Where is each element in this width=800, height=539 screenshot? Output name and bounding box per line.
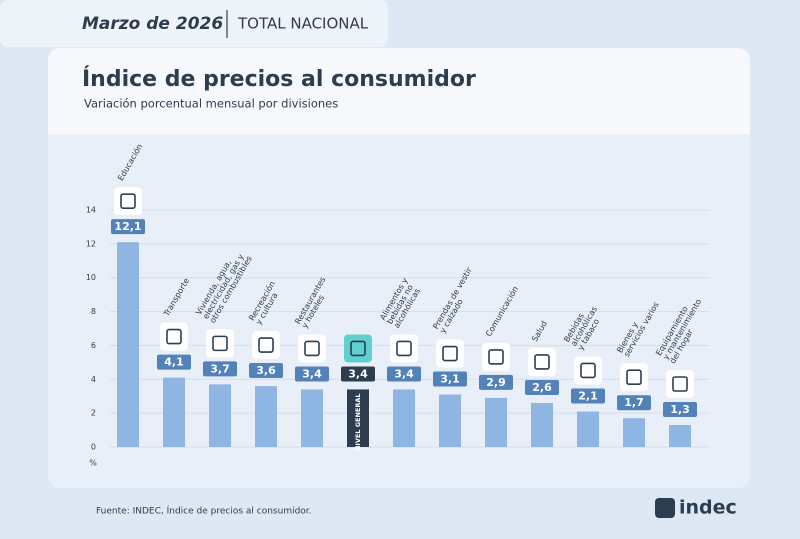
value-label: 1,3 [670, 403, 690, 416]
y-tick-label: 2 [91, 409, 96, 418]
y-tick-label: 6 [91, 341, 96, 350]
value-label-box [203, 361, 237, 377]
value-label: 3,7 [210, 362, 230, 375]
bar [669, 424, 691, 447]
bar [347, 389, 369, 447]
value-label: 3,4 [348, 367, 368, 380]
value-label-box [525, 379, 559, 395]
period: Marzo de 2026 [82, 14, 223, 34]
icon-box [436, 339, 464, 368]
value-label-box [617, 395, 651, 411]
y-tick-label: 10 [86, 273, 96, 282]
icon [580, 362, 596, 379]
value-label-box [387, 366, 421, 382]
value-label: 12,1 [114, 220, 141, 233]
value-label-box [341, 366, 375, 382]
value-label: 2,1 [578, 389, 598, 402]
value-label-box [571, 388, 605, 404]
y-tick-label: 0 [91, 443, 96, 452]
icon [212, 335, 228, 352]
y-unit: % [89, 459, 97, 468]
y-tick-label: 4 [91, 375, 96, 384]
bar [255, 386, 277, 447]
bar [531, 402, 553, 447]
value-label: 3,4 [302, 367, 322, 380]
value-label: 2,6 [532, 381, 552, 394]
value-label-box [433, 371, 467, 387]
icon [166, 328, 182, 345]
icon-box [206, 329, 234, 358]
icon-box [114, 187, 142, 216]
value-label: 3,6 [256, 364, 276, 377]
icon-box [574, 356, 602, 385]
value-label: 3,4 [394, 367, 414, 380]
icon-box [528, 347, 556, 376]
icon [396, 340, 412, 357]
bar [485, 397, 507, 447]
icon [350, 340, 366, 357]
value-label: 2,9 [486, 376, 506, 389]
logo-icon [655, 498, 675, 518]
icon [672, 376, 688, 392]
source: Fuente: INDEC, Índice de precios al cons… [96, 505, 312, 517]
bar [301, 389, 323, 447]
y-tick-label: 14 [86, 206, 96, 215]
icon-box [390, 334, 418, 363]
value-label: 4,1 [164, 356, 184, 369]
bar [117, 242, 139, 447]
value-label: 1,7 [624, 396, 644, 409]
bar [623, 418, 645, 447]
chart-subtitle: Variación porcentual mensual por divisio… [84, 97, 338, 111]
chart-title: Índice de precios al consumidor [82, 66, 476, 92]
icon-box [620, 363, 648, 392]
value-label-box [157, 354, 191, 370]
icon [626, 369, 642, 386]
title-band [48, 48, 750, 134]
scope: TOTAL NACIONAL [237, 15, 369, 33]
value-label-box [111, 219, 145, 235]
icon [304, 340, 320, 357]
header-bar [0, 0, 388, 47]
icon [534, 354, 550, 370]
value-label-box [479, 374, 513, 390]
y-tick-label: 8 [91, 307, 96, 316]
y-tick-label: 12 [86, 239, 96, 248]
value-label-box [295, 366, 329, 382]
icon-box [252, 331, 280, 360]
icon-box [344, 334, 372, 363]
bar [393, 389, 415, 447]
value-label-box [249, 363, 283, 379]
icon-box [666, 369, 694, 398]
icon-box [298, 334, 326, 363]
logo: indec [679, 497, 737, 519]
icon [488, 349, 504, 365]
bar [577, 411, 599, 447]
icon [258, 337, 274, 353]
icon [442, 345, 458, 362]
bar-label: NIVEL GENERAL [354, 393, 362, 451]
icon-box [160, 322, 188, 351]
icon [120, 193, 136, 209]
bar [439, 394, 461, 447]
value-label: 3,1 [440, 373, 460, 386]
value-label-box [663, 401, 697, 417]
bar [163, 377, 185, 447]
icon-box [482, 342, 510, 371]
bar [209, 384, 231, 447]
